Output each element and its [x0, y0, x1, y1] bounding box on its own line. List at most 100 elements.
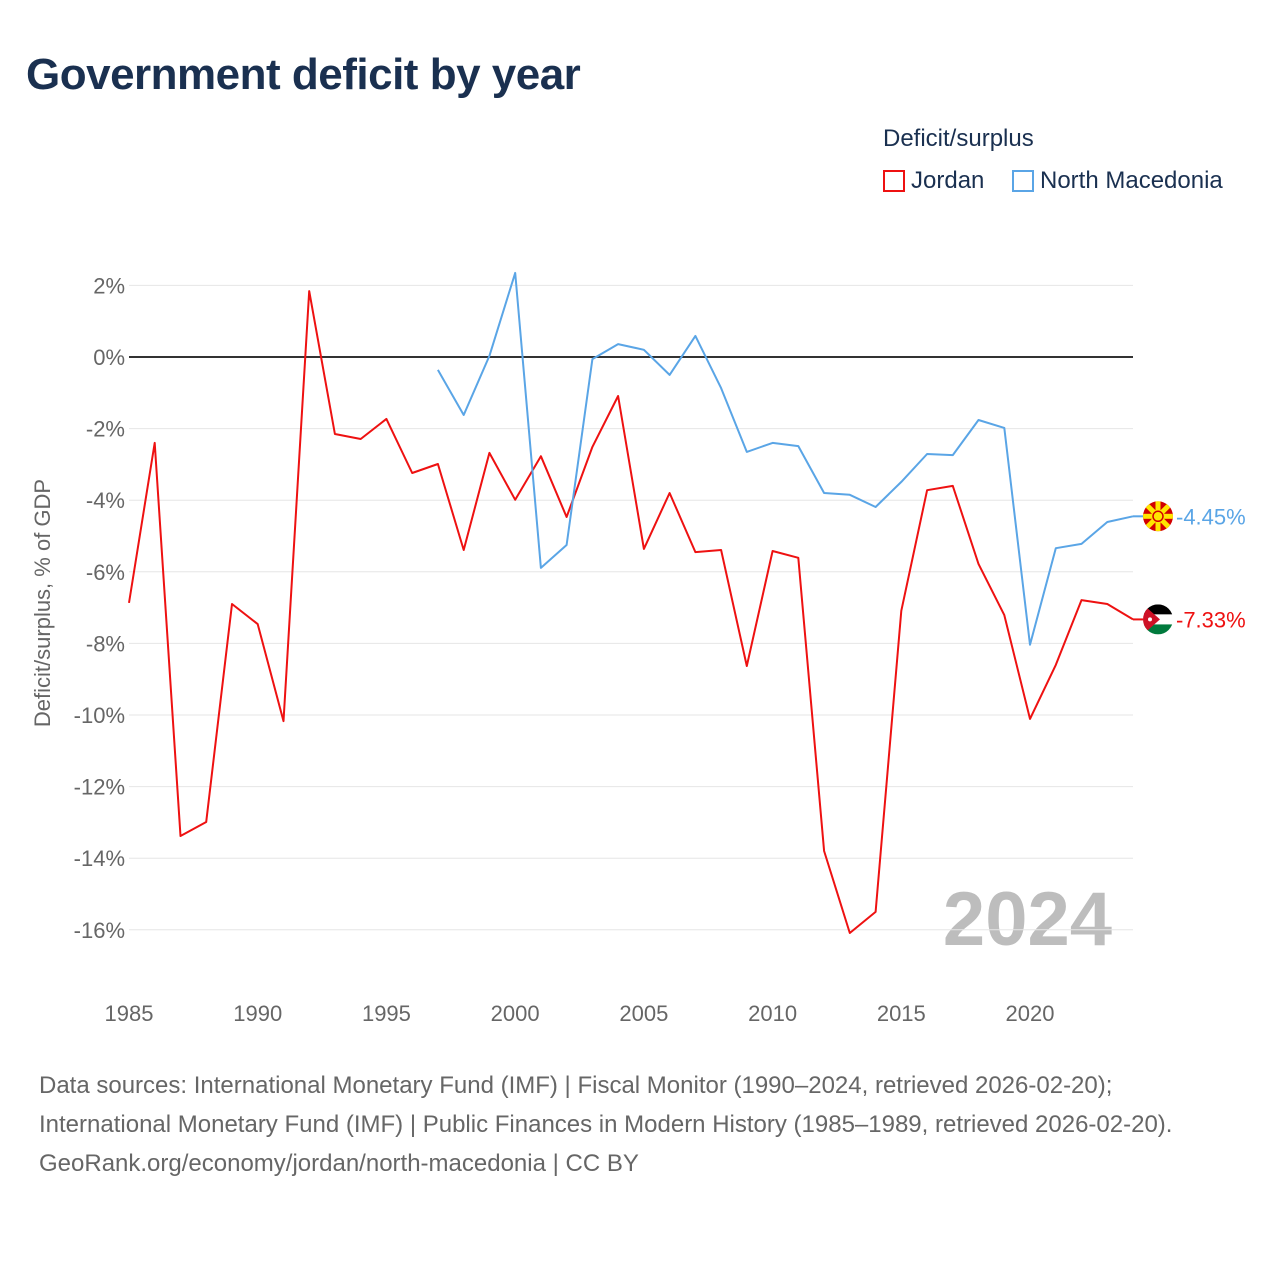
- data-point: [563, 541, 571, 549]
- data-point: [949, 451, 957, 459]
- legend-label: North Macedonia: [1040, 167, 1223, 194]
- legend-label: Jordan: [911, 167, 985, 194]
- data-point: [202, 818, 210, 826]
- data-point: [975, 416, 983, 424]
- data-point: [1000, 611, 1008, 619]
- data-point: [588, 443, 596, 451]
- data-point: [434, 460, 442, 468]
- data-point: [666, 371, 674, 379]
- data-point: [923, 450, 931, 458]
- jordan-flag-icon: [1143, 604, 1173, 635]
- footer: Data sources: International Monetary Fun…: [39, 1066, 1239, 1183]
- data-point: [846, 929, 854, 937]
- data-point: [717, 546, 725, 554]
- data-point: [1103, 518, 1111, 526]
- x-tick-label: 2020: [1006, 1001, 1055, 1026]
- data-point: [485, 352, 493, 360]
- data-point: [1078, 596, 1086, 604]
- data-point: [769, 439, 777, 447]
- data-point: [408, 469, 416, 477]
- data-point: [872, 908, 880, 916]
- y-tick-label: 0%: [93, 345, 125, 370]
- data-point: [897, 478, 905, 486]
- series-line-jordan: [128, 290, 1134, 934]
- data-point: [794, 442, 802, 450]
- y-tick-label: -6%: [86, 560, 125, 585]
- data-point: [331, 430, 339, 438]
- data-point: [614, 340, 622, 348]
- data-point: [614, 392, 622, 400]
- data-point: [897, 607, 905, 615]
- data-point: [305, 287, 313, 295]
- data-point: [1103, 600, 1111, 608]
- data-point: [511, 269, 519, 277]
- data-point: [460, 546, 468, 554]
- data-point: [820, 489, 828, 497]
- legend-item-jordan[interactable]: Jordan: [883, 167, 984, 195]
- data-point: [1052, 661, 1060, 669]
- legend-item-north-macedonia[interactable]: North Macedonia: [1012, 167, 1223, 195]
- y-tick-label: -14%: [74, 846, 125, 871]
- data-point: [949, 482, 957, 490]
- data-sources: Data sources: International Monetary Fun…: [39, 1072, 1173, 1138]
- data-point: [254, 620, 262, 628]
- legend-swatch-north-macedonia: [1012, 170, 1034, 192]
- data-point: [846, 491, 854, 499]
- data-point: [923, 486, 931, 494]
- data-point: [357, 435, 365, 443]
- x-tick-label: 2015: [877, 1001, 926, 1026]
- series-line-north-macedonia: [437, 271, 1134, 646]
- data-point: [1026, 641, 1034, 649]
- end-value-label: -7.33%: [1176, 607, 1246, 632]
- data-point: [820, 847, 828, 855]
- data-point: [588, 355, 596, 363]
- data-point: [743, 448, 751, 456]
- data-point: [640, 545, 648, 553]
- data-point: [640, 346, 648, 354]
- data-point: [872, 503, 880, 511]
- end-value-label: -4.45%: [1176, 504, 1246, 529]
- data-point: [1078, 540, 1086, 548]
- data-point: [743, 662, 751, 670]
- y-tick-label: -16%: [74, 918, 125, 943]
- data-point: [975, 560, 983, 568]
- data-point: [1026, 715, 1034, 723]
- data-point: [434, 366, 442, 374]
- x-tick-label: 2010: [748, 1001, 797, 1026]
- data-point: [691, 548, 699, 556]
- data-point: [1000, 424, 1008, 432]
- data-point: [228, 600, 236, 608]
- x-tick-label: 1985: [105, 1001, 154, 1026]
- x-tick-label: 2005: [619, 1001, 668, 1026]
- chart-title: Government deficit by year: [26, 50, 581, 99]
- data-point: [460, 411, 468, 419]
- x-tick-label: 2000: [491, 1001, 540, 1026]
- north-macedonia-flag-icon: [1143, 501, 1173, 532]
- data-point: [1052, 544, 1060, 552]
- data-point: [666, 489, 674, 497]
- data-point: [279, 717, 287, 725]
- data-point: [691, 332, 699, 340]
- data-point: [125, 599, 133, 607]
- credit-link[interactable]: GeoRank.org/economy/jordan/north-macedon…: [39, 1150, 639, 1177]
- data-point: [382, 415, 390, 423]
- legend-swatch-jordan: [883, 170, 905, 192]
- data-point: [537, 452, 545, 460]
- data-point: [717, 384, 725, 392]
- data-point: [511, 496, 519, 504]
- y-tick-label: 2%: [93, 273, 125, 298]
- y-tick-label: -12%: [74, 775, 125, 800]
- y-tick-label: -2%: [86, 417, 125, 442]
- data-point: [769, 547, 777, 555]
- data-point: [151, 439, 159, 447]
- x-tick-label: 1990: [233, 1001, 282, 1026]
- y-tick-label: -8%: [86, 631, 125, 656]
- y-tick-label: -4%: [86, 488, 125, 513]
- y-axis-label: Deficit/surplus, % of GDP: [30, 479, 55, 727]
- year-watermark: 2024: [943, 877, 1112, 962]
- y-tick-label: -10%: [74, 703, 125, 728]
- x-tick-label: 1995: [362, 1001, 411, 1026]
- data-point: [176, 832, 184, 840]
- data-point: [537, 564, 545, 572]
